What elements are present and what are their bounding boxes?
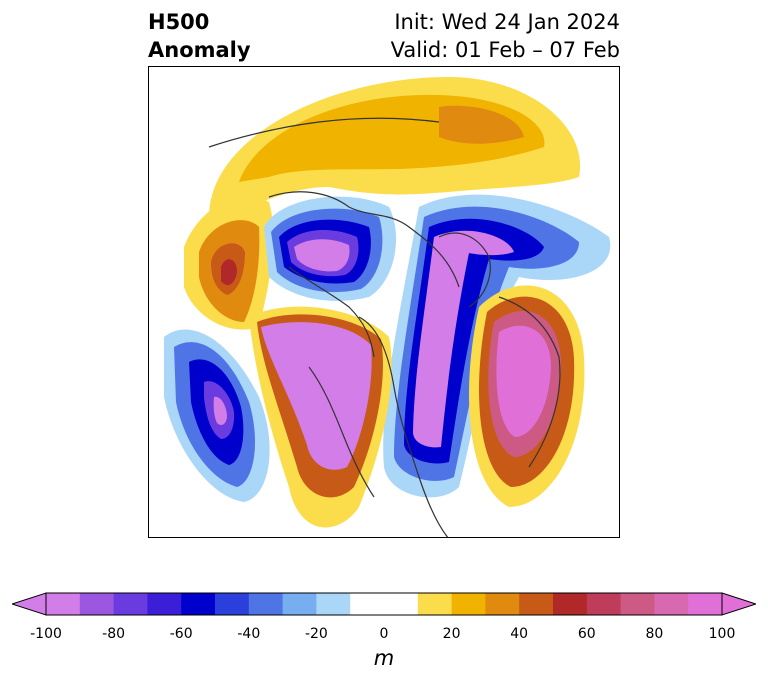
colorbar-swatch [553,593,588,615]
colorbar-tick-label: -60 [169,626,193,642]
colorbar-swatch [181,593,216,615]
colorbar-min-extend [12,592,47,616]
eastern-atlantic-ridge [469,285,585,507]
colorbar-border [45,592,723,616]
title-line-1: H500 [148,10,210,34]
colorbar-swatch [248,593,284,615]
colorbar-swatch [282,593,317,615]
colorbar-swatch [451,593,486,615]
colorbar-swatch [688,593,723,615]
colorbar-tick-label: 60 [577,626,596,642]
colorbar-swatch [620,593,655,615]
colorbar-swatch [79,593,115,615]
colorbar-max-extend [721,592,756,616]
colorbar-swatch [215,593,250,615]
colorbar-swatch [350,593,385,615]
colorbar-tick-label: 100 [708,626,736,642]
colorbar-tick-label: 20 [442,626,461,642]
colorbar-tick-label: -80 [102,626,126,642]
canadian-trough [264,196,397,301]
colorbar-swatch [519,593,554,615]
init-time: Init: Wed 24 Jan 2024 [394,10,620,34]
colorbar-swatch [654,593,689,615]
colorbar-tick-label: -40 [237,626,261,642]
western-ridge [184,197,274,330]
valid-time-label: Init: Wed 24 Jan 2024 Valid: 01 Feb – 07… [391,8,620,64]
colorbar-swatch [316,593,351,615]
colorbar-tick-label: -20 [304,626,328,642]
anomaly-map [164,77,611,537]
colorbar-swatch [147,593,182,615]
colorbar-tick-label: 80 [645,626,664,642]
colorbar-swatch [586,593,622,615]
colorbar-tick-label: 40 [510,626,529,642]
arctic-ridge [209,77,581,217]
colorbar-swatch [113,593,148,615]
colorbar-unit-label: m [373,646,395,670]
colorbar [12,592,756,616]
coastlines [208,117,561,537]
atlantic-trough [383,194,611,498]
colorbar-swatch [417,593,453,615]
colorbar-tick-label: 0 [379,626,389,642]
pacific-trough [164,329,270,502]
colorbar-swatch [384,593,419,615]
title-line-2: Anomaly [148,38,251,62]
colorbar-swatch [46,593,81,615]
map-panel [148,66,620,538]
colorbar-tick-label: -100 [30,626,62,642]
valid-period: Valid: 01 Feb – 07 Feb [390,38,620,62]
western-na-ridge [249,306,392,528]
colorbar-swatch [485,593,520,615]
map-title: H500 Anomaly [148,8,251,64]
